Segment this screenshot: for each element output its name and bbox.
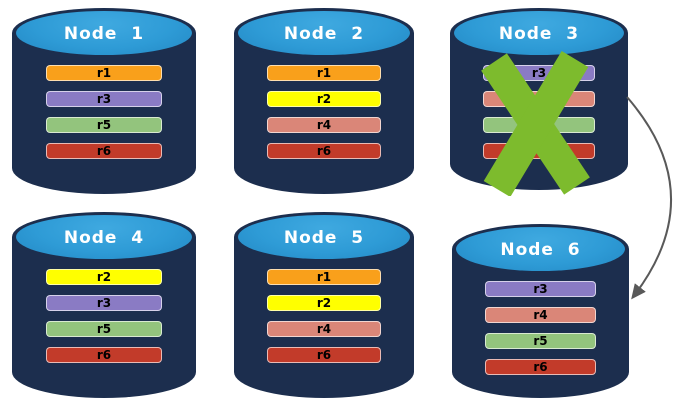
- cylinder-body: [12, 237, 196, 398]
- replica-bar: r4: [267, 321, 381, 337]
- replica-label: r1: [96, 66, 112, 80]
- replica-list: r1 r2 r4 r6: [234, 65, 414, 159]
- replica-bar: r2: [267, 295, 381, 311]
- replica-bar: r1: [267, 65, 381, 81]
- replica-bar: r5: [45, 117, 163, 133]
- replica-label: r3: [96, 296, 112, 310]
- replica-list: r1 r2 r4 r6: [234, 269, 414, 363]
- cylinder-top-face: [456, 227, 625, 271]
- replica-bar: r5: [484, 333, 597, 349]
- replica-label: r5: [96, 322, 112, 336]
- cylinder-body: [12, 33, 196, 194]
- cylinder-body: [234, 237, 414, 398]
- replica-bar: r6: [267, 347, 381, 363]
- replica-label: r6: [96, 144, 112, 158]
- replica-label: r1: [316, 270, 332, 284]
- replica-bar: r5: [45, 321, 163, 337]
- replica-bar: r6: [45, 347, 163, 363]
- replica-bar: r6: [45, 143, 163, 159]
- replica-label: r6: [316, 144, 332, 158]
- replica-label: r1: [316, 66, 332, 80]
- replica-label: r3: [531, 66, 547, 80]
- replica-bar: r3: [45, 295, 163, 311]
- replica-label: r2: [96, 270, 112, 284]
- node-title: Node 5: [283, 228, 365, 248]
- replica-label: r2: [316, 296, 332, 310]
- node-cylinder: Node 2 r1 r2 r4 r6: [234, 8, 414, 194]
- cylinder-top-face: [16, 215, 192, 259]
- replica-label: r3: [96, 92, 112, 106]
- replica-bar: r4: [484, 307, 597, 323]
- replica-label: r6: [316, 348, 332, 362]
- replica-bar: r6: [484, 359, 597, 375]
- cylinder-top-face: [238, 215, 410, 259]
- replica-label: r4: [533, 308, 548, 322]
- replica-label: r5: [533, 334, 548, 348]
- replica-list: r2 r3 r5 r6: [12, 269, 196, 363]
- node-title: Node 4: [63, 228, 145, 248]
- replica-bar: r2: [45, 269, 163, 285]
- node-cylinder: Node 6 r3 r4 r5 r6: [452, 224, 629, 398]
- replica-label: r4: [316, 322, 332, 336]
- replica-bar: r6: [267, 143, 381, 159]
- replica-label: r5: [96, 118, 112, 132]
- cylinder-top-face: [16, 11, 192, 55]
- replica-list: r3 r4 r5 r6: [452, 281, 629, 375]
- replica-label: r2: [316, 92, 332, 106]
- node-cylinder: Node 5 r1 r2 r4 r6: [234, 212, 414, 398]
- node-cylinder: Node 4 r2 r3 r5 r6: [12, 212, 196, 398]
- replica-label: r6: [533, 360, 548, 374]
- cylinder-body: [234, 33, 414, 194]
- replica-label: r6: [96, 348, 112, 362]
- replica-bar: r4: [267, 117, 381, 133]
- failure-x-icon: [481, 51, 590, 196]
- node-title: Node 2: [283, 24, 365, 44]
- node-title: Node 3: [498, 24, 580, 44]
- node-cylinder: Node 1 r1 r3 r5 r6: [12, 8, 196, 194]
- replica-bar: r1: [267, 269, 381, 285]
- replica-label: r4: [316, 118, 332, 132]
- replica-bar: r3: [45, 91, 163, 107]
- replica-bar: r2: [267, 91, 381, 107]
- replica-label: r3: [533, 282, 548, 296]
- replica-list: r1 r3 r5 r6: [12, 65, 196, 159]
- replica-bar: r1: [45, 65, 163, 81]
- cylinder-top-face: [454, 11, 624, 55]
- node-title: Node 6: [500, 240, 581, 260]
- replica-bar: r3: [484, 281, 597, 297]
- node-title: Node 1: [63, 24, 145, 44]
- cylinder-top-face: [238, 11, 410, 55]
